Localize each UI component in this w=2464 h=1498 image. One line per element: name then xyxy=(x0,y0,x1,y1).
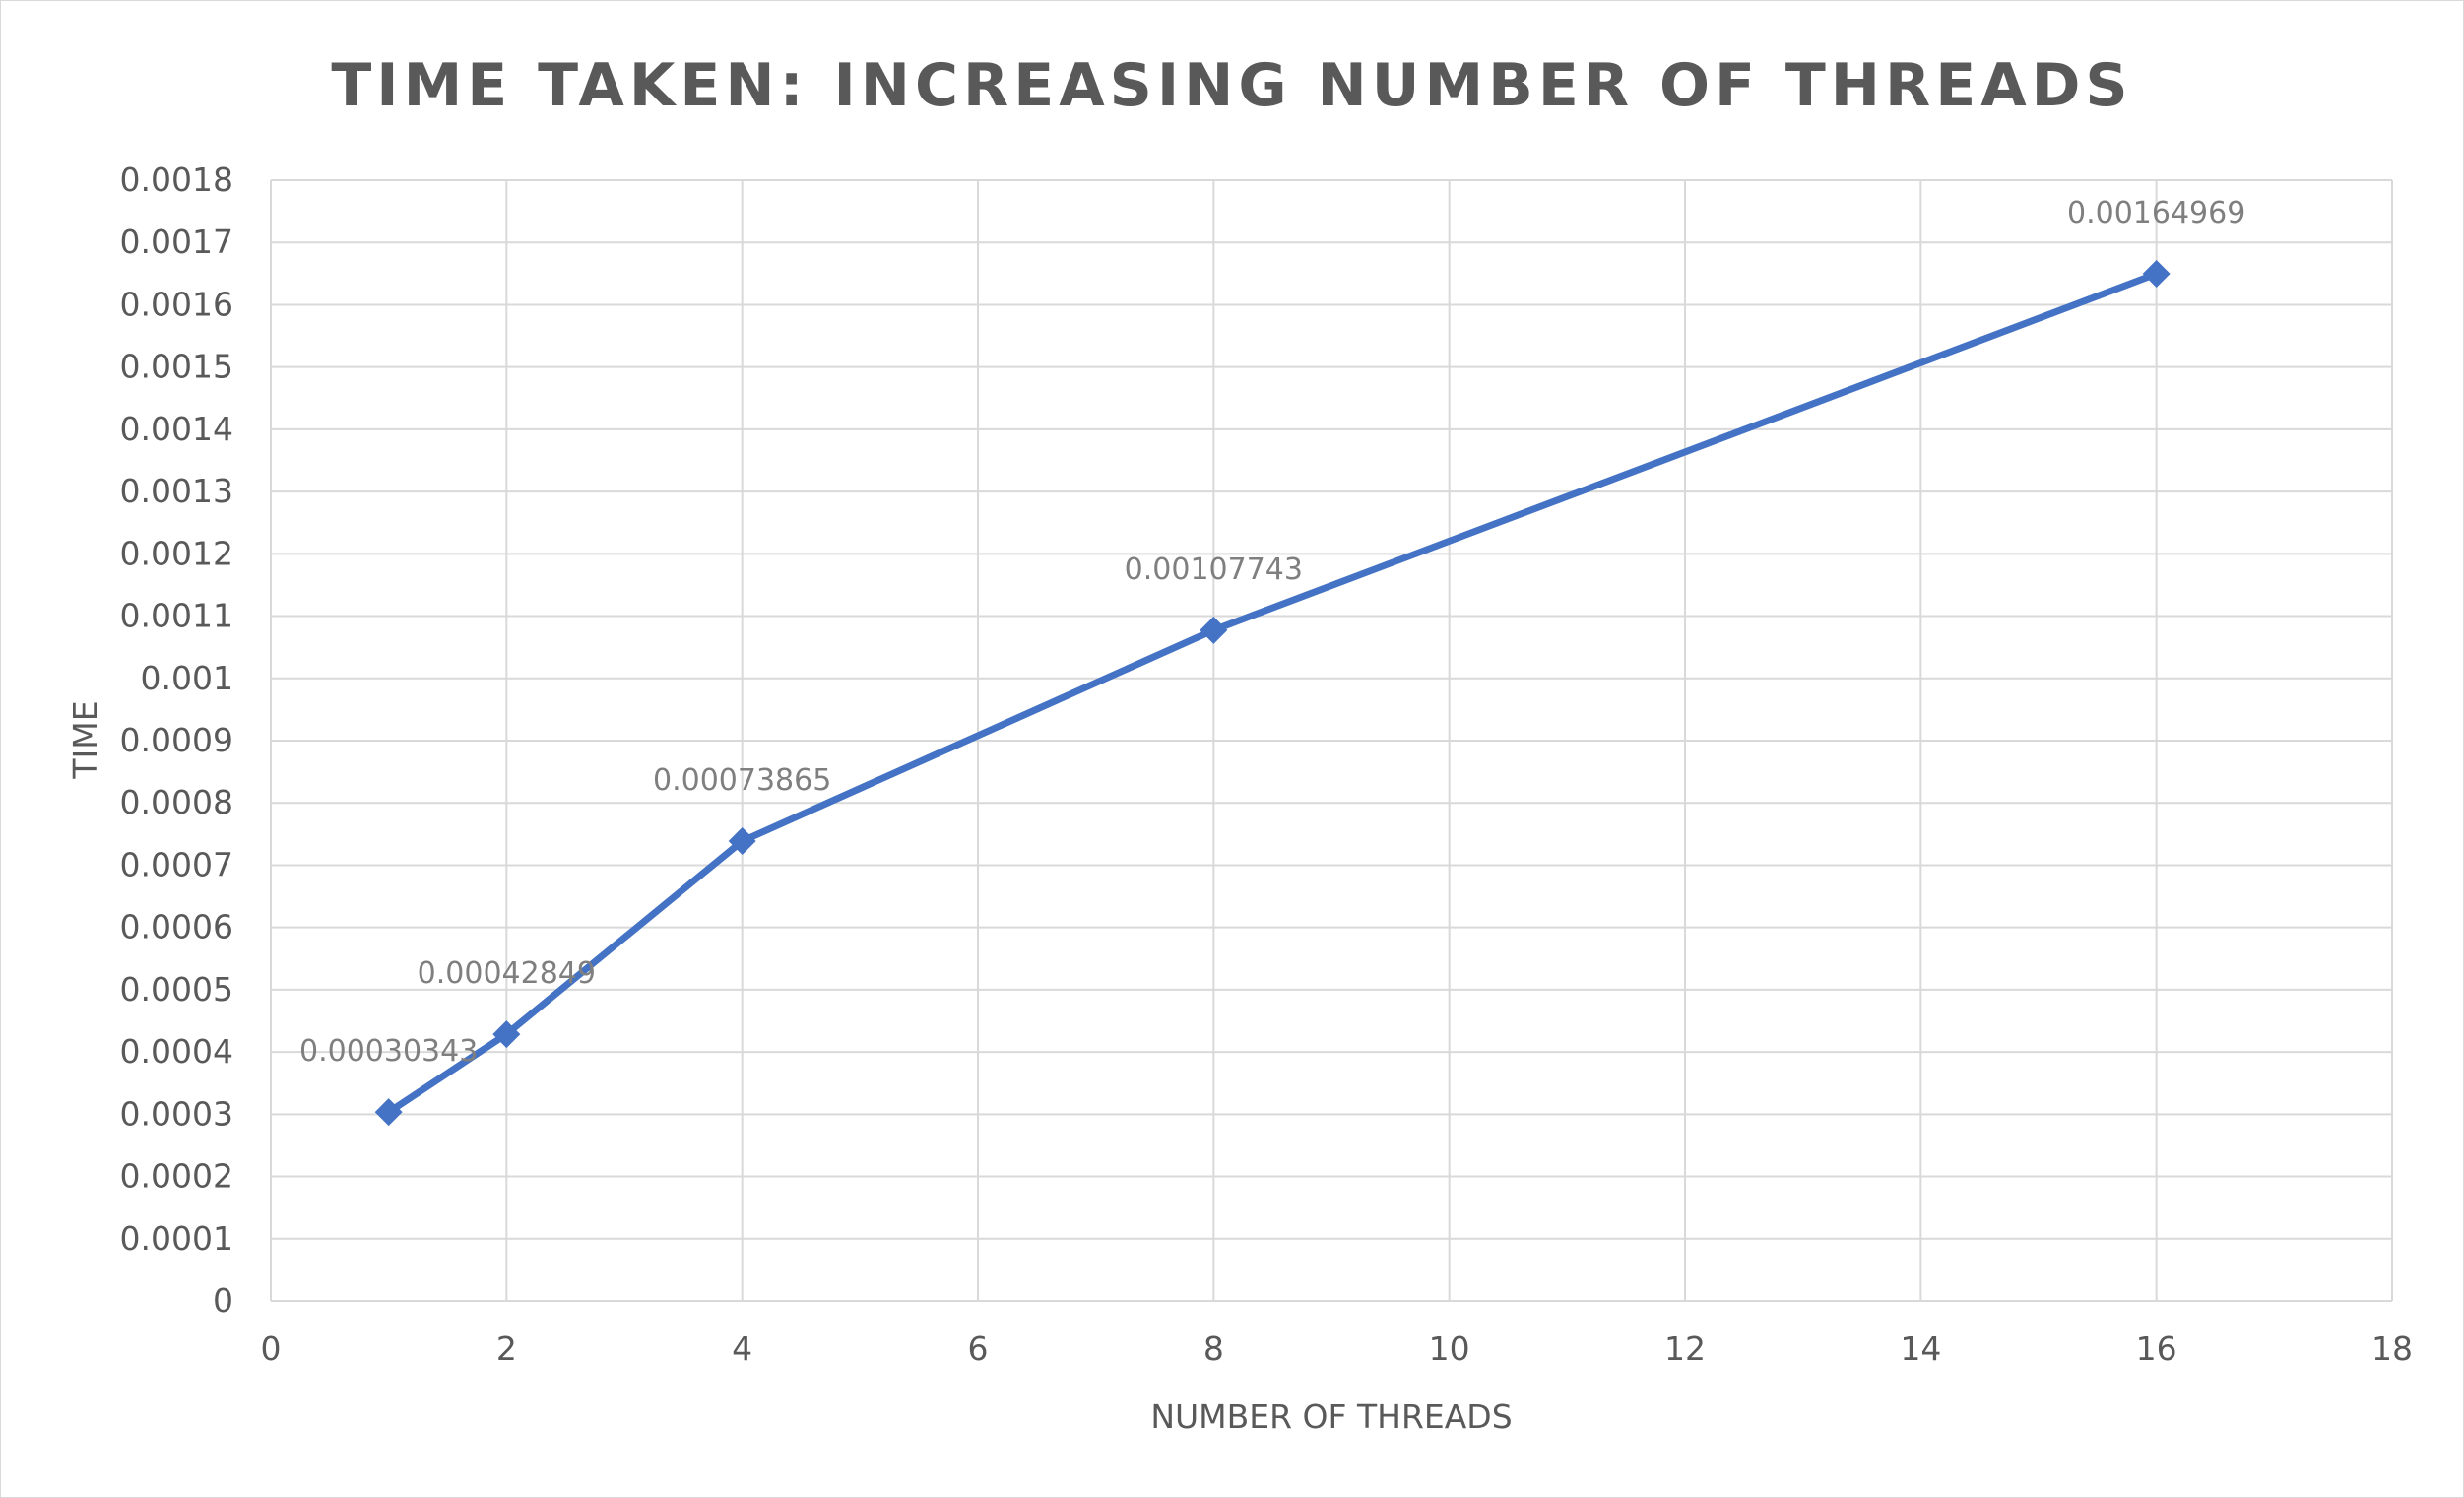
x-tick-label: 2 xyxy=(496,1330,517,1368)
y-tick-label: 0.0017 xyxy=(120,223,233,261)
data-label: 0.00030343 xyxy=(299,1034,478,1069)
data-point-marker xyxy=(492,1020,521,1049)
data-label: 0.00073865 xyxy=(653,763,831,798)
y-tick-label: 0 xyxy=(213,1281,233,1320)
data-point-marker xyxy=(728,827,756,856)
axes xyxy=(270,180,2392,1302)
x-tick-label: 4 xyxy=(732,1330,752,1368)
data-point-marker xyxy=(374,1098,403,1127)
y-tick-label: 0.0014 xyxy=(120,410,233,448)
y-tick-label: 0.001 xyxy=(141,659,233,697)
data-labels: 0.00030343 0.00042849 0.00073865 0.00107743… xyxy=(299,196,2245,1069)
x-axis-tick-labels: 0 2 4 6 8 10 12 14 16 18 xyxy=(261,1330,2414,1368)
y-tick-label: 0.0004 xyxy=(120,1032,233,1071)
data-point-marker xyxy=(1200,616,1228,644)
data-label: 0.00042849 xyxy=(418,956,596,991)
x-tick-label: 12 xyxy=(1664,1330,1706,1368)
x-tick-label: 0 xyxy=(261,1330,282,1368)
y-tick-label: 0.0005 xyxy=(120,970,233,1009)
x-axis-title: NUMBER OF THREADS xyxy=(1150,1398,1512,1436)
y-tick-label: 0.0018 xyxy=(120,161,233,199)
y-tick-label: 0.0003 xyxy=(120,1094,233,1133)
x-tick-label: 16 xyxy=(2136,1330,2177,1368)
x-tick-label: 10 xyxy=(1429,1330,1470,1368)
data-label: 0.00164969 xyxy=(2067,196,2245,230)
y-tick-label: 0.0016 xyxy=(120,285,233,323)
y-tick-label: 0.0008 xyxy=(120,783,233,821)
y-axis-title: TIME xyxy=(66,700,104,779)
chart-title: TIME TAKEN: INCREASING NUMBER OF THREADS xyxy=(331,51,2132,120)
data-label: 0.00107743 xyxy=(1125,553,1303,587)
y-tick-label: 0.0011 xyxy=(120,597,233,635)
y-tick-label: 0.0013 xyxy=(120,472,233,510)
x-tick-label: 18 xyxy=(2371,1330,2413,1368)
x-tick-label: 14 xyxy=(1900,1330,1941,1368)
series-time xyxy=(374,260,2171,1127)
y-tick-label: 0.0001 xyxy=(120,1219,233,1258)
y-tick-label: 0.0006 xyxy=(120,908,233,946)
y-tick-label: 0.0009 xyxy=(120,721,233,759)
x-tick-label: 6 xyxy=(968,1330,989,1368)
series-line xyxy=(385,270,2161,1116)
y-tick-label: 0.0007 xyxy=(120,845,233,883)
y-tick-label: 0.0002 xyxy=(120,1157,233,1196)
y-tick-label: 0.0015 xyxy=(120,348,233,386)
x-tick-label: 8 xyxy=(1203,1330,1224,1368)
y-tick-label: 0.0012 xyxy=(120,534,233,572)
y-axis-tick-labels: 0 0.0001 0.0002 0.0003 0.0004 0.0005 0.0006 0.0… xyxy=(120,161,233,1320)
grid xyxy=(271,179,2393,1301)
data-point-marker xyxy=(2142,260,2171,289)
